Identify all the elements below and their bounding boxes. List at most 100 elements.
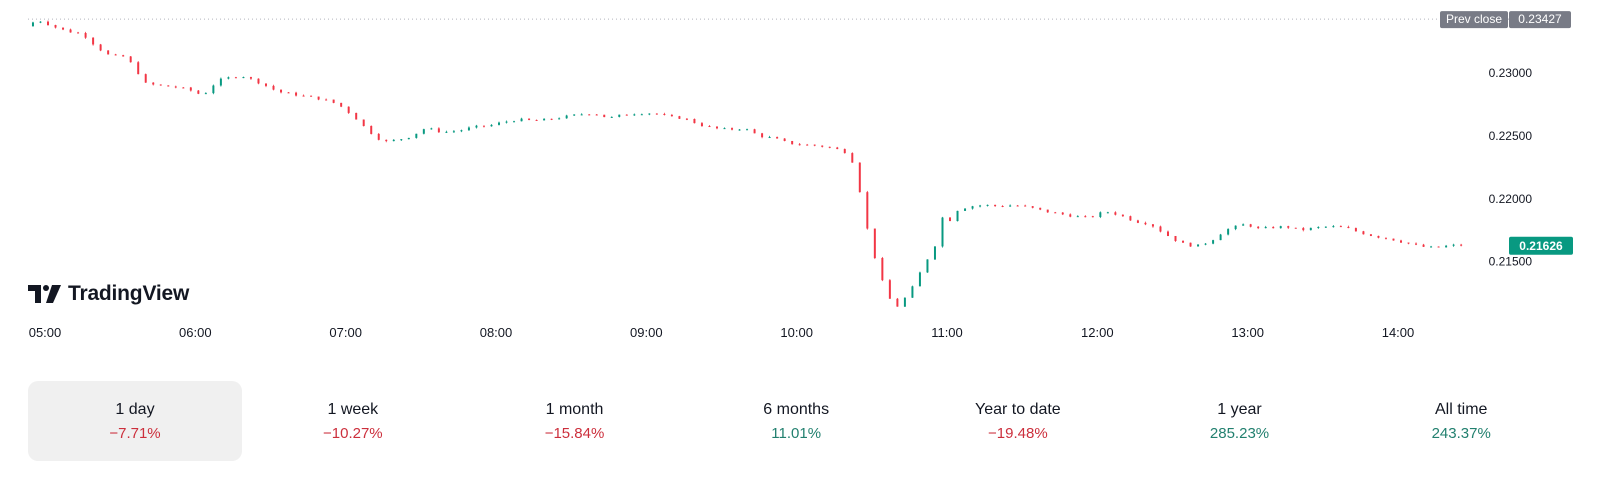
candle-down — [896, 298, 899, 307]
candle-down — [99, 44, 102, 51]
candle-down — [881, 258, 884, 281]
candle-up — [1227, 229, 1230, 235]
period-tab-1-year[interactable]: 1 year 285.23% — [1129, 381, 1351, 461]
candle-up — [633, 114, 636, 116]
period-change: 285.23% — [1209, 424, 1270, 442]
candle-down — [197, 90, 200, 94]
period-tab-6-months[interactable]: 6 months 11.01% — [685, 381, 907, 461]
candle-down — [1166, 231, 1169, 236]
period-tab-year-to-date[interactable]: Year to date −19.48% — [907, 381, 1129, 461]
candle-up — [648, 113, 651, 115]
candle-down — [77, 32, 80, 34]
candle-down — [1415, 243, 1418, 245]
candle-down — [783, 138, 786, 141]
candle-down — [1016, 205, 1019, 207]
x-tick-label: 09:00 — [630, 325, 663, 340]
candle-down — [362, 119, 365, 126]
candle-down — [114, 54, 117, 56]
candle-down — [1294, 227, 1297, 229]
candle-down — [152, 82, 155, 85]
price-candles — [31, 20, 1463, 308]
candle-down — [1437, 246, 1440, 248]
candle-down — [1129, 216, 1132, 221]
candle-down — [1422, 244, 1425, 247]
candle-down — [47, 21, 50, 26]
candle-down — [949, 217, 952, 222]
candle-up — [1212, 240, 1215, 244]
candle-up — [1445, 245, 1448, 248]
candle-up — [1204, 243, 1207, 245]
candle-down — [1069, 214, 1072, 217]
candle-down — [595, 114, 598, 116]
candle-up — [505, 121, 508, 123]
last-price-value: 0.21626 — [1519, 239, 1563, 253]
candle-up — [498, 122, 501, 125]
candle-down — [1257, 226, 1260, 229]
candle-down — [1384, 237, 1387, 239]
period-tab-1-day[interactable]: 1 day −7.71% — [28, 381, 242, 461]
candle-down — [550, 118, 553, 120]
candle-up — [415, 133, 418, 138]
candle-up — [467, 127, 470, 131]
period-tab-1-week[interactable]: 1 week −10.27% — [242, 381, 464, 461]
candle-down — [1054, 212, 1057, 214]
candle-up — [573, 114, 576, 116]
candle-down — [1024, 205, 1027, 207]
candle-up — [964, 208, 967, 211]
period-tab-all-time[interactable]: All time 243.37% — [1350, 381, 1572, 461]
candle-up — [1234, 225, 1237, 230]
candle-down — [603, 114, 606, 118]
candle-down — [1061, 212, 1064, 215]
candle-up — [926, 259, 929, 273]
candle-down — [708, 126, 711, 128]
candle-down — [873, 228, 876, 259]
period-change: 11.01% — [771, 424, 822, 442]
candle-down — [1031, 206, 1034, 208]
period-label: Year to date — [975, 400, 1061, 418]
candle-down — [1046, 209, 1049, 213]
x-tick-label: 06:00 — [179, 325, 212, 340]
candle-up — [475, 125, 478, 128]
x-tick-label: 13:00 — [1231, 325, 1264, 340]
candle-up — [979, 205, 982, 207]
candle-down — [189, 87, 192, 91]
candle-up — [986, 204, 989, 206]
tradingview-logo-icon — [28, 285, 61, 303]
candle-down — [1189, 242, 1192, 247]
period-label: 1 month — [545, 400, 604, 418]
x-tick-label: 14:00 — [1382, 325, 1415, 340]
candle-down — [1249, 224, 1252, 227]
candle-down — [385, 139, 388, 142]
candle-up — [1242, 224, 1245, 226]
period-tab-1-month[interactable]: 1 month −15.84% — [464, 381, 686, 461]
candle-up — [227, 77, 230, 79]
candle-up — [422, 129, 425, 134]
period-label: 1 year — [1217, 400, 1262, 418]
y-tick-label: 0.21500 — [1489, 255, 1533, 269]
candle-down — [813, 144, 816, 146]
candle-up — [1076, 216, 1079, 218]
candle-down — [280, 89, 283, 93]
candle-up — [1106, 212, 1109, 214]
candle-up — [1279, 226, 1282, 229]
candle-up — [1099, 212, 1102, 217]
candle-down — [182, 87, 185, 89]
candle-down — [731, 128, 734, 130]
candle-up — [543, 118, 546, 121]
x-tick-label: 10:00 — [780, 325, 813, 340]
candle-down — [670, 114, 673, 117]
candle-down — [302, 95, 305, 97]
candle-up — [407, 137, 410, 140]
candle-up — [204, 93, 207, 95]
candle-down — [700, 123, 703, 127]
candle-down — [249, 77, 252, 79]
price-axis: 0.23000 0.22500 0.22000 0.21500 — [1489, 66, 1533, 269]
tradingview-logo[interactable]: TradingView — [28, 282, 189, 306]
candle-down — [625, 114, 628, 116]
candle-down — [528, 118, 531, 120]
candle-up — [640, 114, 643, 116]
candle-down — [821, 145, 824, 147]
candle-down — [287, 92, 290, 94]
x-tick-label: 11:00 — [931, 325, 963, 340]
